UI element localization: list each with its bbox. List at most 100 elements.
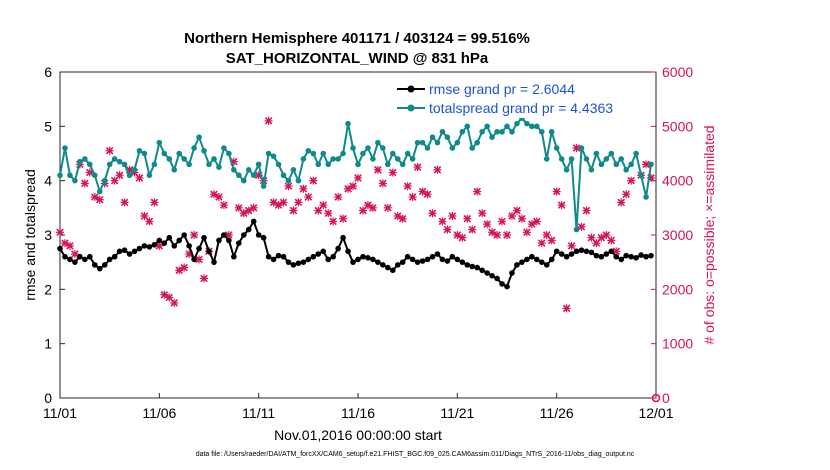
obs-point [95,195,104,204]
obs-point [373,165,382,174]
obs-point [473,187,482,196]
rmse-series-point [201,234,207,241]
rmse-series-point [355,256,361,263]
rmse-series-point [206,248,212,255]
obs-point [180,263,189,272]
obs-point [557,201,566,210]
rmse-series-point [464,262,471,268]
rmse-series-point [628,253,634,260]
totalspread-series-point [72,177,78,184]
obs-point [190,231,199,239]
rmse-series-point [315,251,322,257]
rmse-series-point [385,264,391,271]
rmse-series-point [484,270,490,276]
totalspread-series-point [295,177,302,184]
rmse-series-point [623,252,629,259]
rmse-series-point [191,256,197,263]
rmse-series-point [141,243,148,249]
totalspread-series-point [280,172,287,179]
totalspread-series-point [568,156,575,162]
obs-point [329,217,338,226]
totalspread-series-point [101,177,108,184]
totalspread-series-point [156,139,163,146]
totalspread-series-point [578,145,585,151]
y-axis-right-label: # of obs: o=possible; ×=assimilated [701,125,717,344]
obs-point [577,222,586,231]
totalspread-series-line [59,116,652,230]
obs-point [622,190,631,199]
rmse-series-point [489,272,495,279]
rmse-series-point [186,243,192,249]
obs-point [304,192,313,201]
totalspread-series-point [166,156,173,162]
rmse-series-point [613,253,620,260]
legend: rmse grand pr = 2.6044 totalspread grand… [392,78,650,118]
rmse-series-point [643,253,649,260]
legend-box [392,78,650,118]
rmse-series-point [365,255,371,261]
rmse-series-point [181,232,187,238]
obs-point [309,176,318,185]
left-tick-label: 1 [44,336,52,352]
totalspread-series-point [330,156,336,162]
obs-point [115,171,124,180]
totalspread-series-point [116,158,123,165]
rmse-series-point [171,243,178,249]
obs-point [388,168,397,177]
rmse-series-point [320,248,327,255]
left-tick-label: 0 [44,390,52,406]
totalspread-series-point [226,150,232,157]
rmse-series-point [216,237,222,244]
totalspread-series-point [563,167,570,173]
left-tick-label: 5 [44,118,52,134]
totalspread-series-point [469,145,476,151]
totalspread-series-point [355,161,361,168]
rmse-series-point [245,226,252,233]
rmse-series-point [87,253,93,260]
obs-point [368,203,377,212]
rmse-series-point [285,259,292,265]
obs-point [582,206,591,215]
right-tick-label: 4000 [662,173,693,189]
rmse-series-point [534,256,540,263]
totalspread-series-point [186,161,192,168]
rmse-series-point [434,251,441,257]
rmse-series-point [77,253,83,260]
obs-point [135,173,144,182]
rmse-series-point [116,248,123,255]
rmse-series-point [394,262,401,268]
totalspread-series-point [404,150,411,157]
rmse-series-point [67,256,73,263]
obs-point [349,182,358,191]
right-axis-ticks: 0 1000 2000 3000 4000 5000 6000 [651,64,693,406]
right-tick-label: 2000 [662,281,693,297]
rmse-series-point [380,262,386,268]
rmse-series-point [419,258,426,264]
obs-point [463,214,472,223]
totalspread-series-point [96,188,103,195]
rmse-series-point [62,253,68,260]
rmse-series-point [295,260,302,267]
obs-point [503,231,511,239]
rmse-series-point [236,240,242,246]
obs-point [319,201,328,210]
rmse-series-point [340,234,346,241]
totalspread-series-point [121,161,128,168]
obs-point [200,274,209,283]
totalspread-series-point [444,134,451,140]
rmse-series-point [231,253,237,260]
totalspread-series-point [285,177,292,184]
obs-point [150,198,159,207]
totalspread-series-point [593,150,600,157]
rmse-series-point [275,252,282,259]
totalspread-series-point [335,156,341,162]
totalspread-series-point [389,150,396,157]
rmse-series-point [106,256,113,263]
obs-point [443,225,452,234]
rmse-series-point [360,253,366,260]
rmse-series-point [459,259,466,265]
obs-point [214,192,223,201]
totalspread-series-point [365,145,371,151]
obs-point [522,228,531,237]
totalspread-series-point [524,120,530,127]
